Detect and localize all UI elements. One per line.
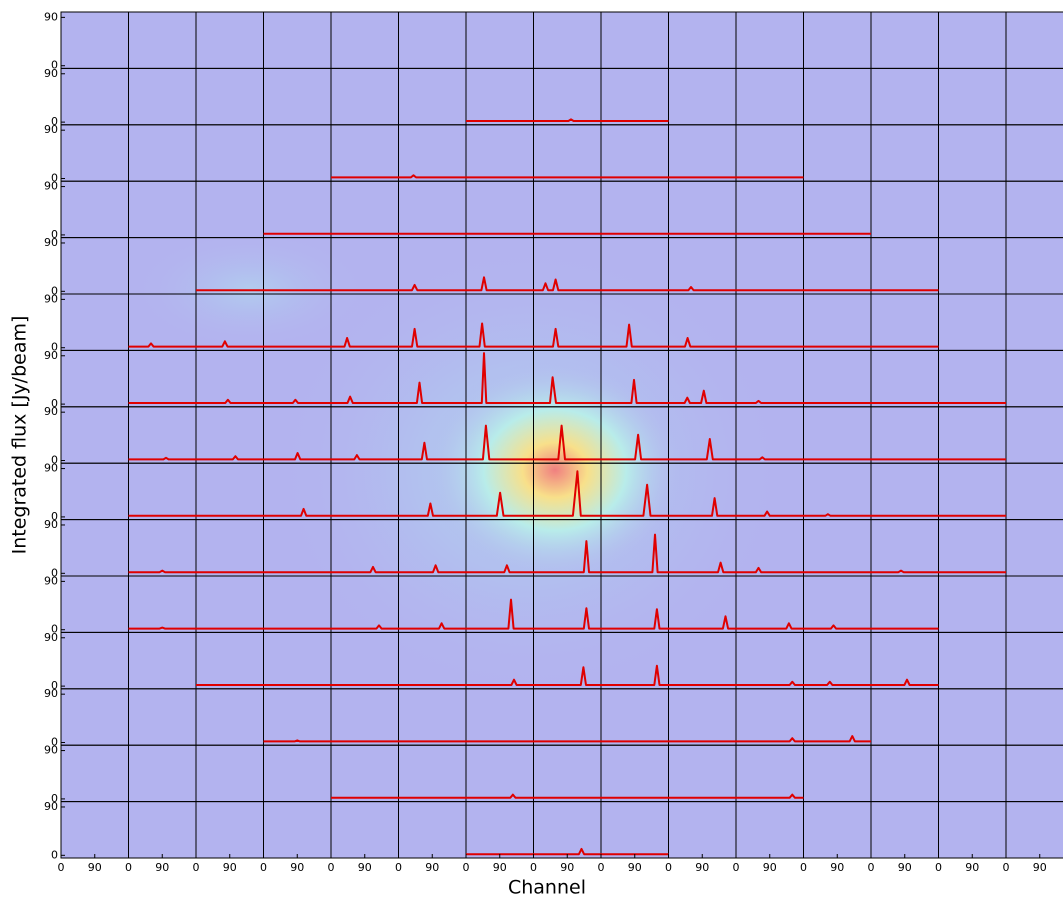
y-tick-label: 90 xyxy=(44,631,58,644)
x-tick-label: 0 xyxy=(58,861,65,874)
y-tick-label: 90 xyxy=(44,123,58,136)
x-tick-label: 90 xyxy=(830,861,844,874)
x-tick-label: 90 xyxy=(628,861,642,874)
x-tick-label: 0 xyxy=(193,861,200,874)
x-tick-label: 0 xyxy=(935,861,942,874)
x-tick-label: 0 xyxy=(800,861,807,874)
y-tick-label: 90 xyxy=(44,574,58,587)
y-tick-label: 0 xyxy=(51,848,58,861)
x-tick-label: 0 xyxy=(868,861,875,874)
x-tick-label: 0 xyxy=(733,861,740,874)
y-tick-label: 90 xyxy=(44,236,58,249)
x-tick-label: 90 xyxy=(358,861,372,874)
spectrum-line xyxy=(264,740,332,741)
x-tick-label: 90 xyxy=(425,861,439,874)
y-tick-label: 90 xyxy=(44,744,58,757)
y-tick-label: 90 xyxy=(44,800,58,813)
y-tick-label: 90 xyxy=(44,180,58,193)
x-tick-label: 0 xyxy=(125,861,132,874)
y-tick-label: 90 xyxy=(44,405,58,418)
x-tick-label: 90 xyxy=(1033,861,1047,874)
y-tick-label: 90 xyxy=(44,518,58,531)
x-tick-label: 90 xyxy=(290,861,304,874)
x-tick-label: 90 xyxy=(965,861,979,874)
x-tick-label: 90 xyxy=(560,861,574,874)
x-tick-label: 0 xyxy=(463,861,470,874)
x-tick-label: 0 xyxy=(598,861,605,874)
x-tick-label: 90 xyxy=(155,861,169,874)
y-tick-label: 90 xyxy=(44,462,58,475)
x-tick-label: 0 xyxy=(328,861,335,874)
x-tick-label: 0 xyxy=(530,861,537,874)
spectrum-line xyxy=(129,628,197,629)
y-tick-label: 90 xyxy=(44,10,58,23)
x-tick-label: 90 xyxy=(88,861,102,874)
x-axis-label: Channel xyxy=(508,877,586,898)
x-tick-label: 90 xyxy=(223,861,237,874)
chart: 0 90 0 90 0 90 0 90 0 90 0 90 0 90 0 90 0 90 0 90 0 90 0 90 0 90 0… xyxy=(0,0,1063,898)
y-axis-label: Integrated flux [Jy/beam] xyxy=(9,316,31,555)
x-tick-label: 0 xyxy=(1003,861,1010,874)
x-tick-label: 0 xyxy=(260,861,267,874)
x-tick-label: 0 xyxy=(665,861,672,874)
x-tick-label: 0 xyxy=(395,861,402,874)
y-tick-label: 90 xyxy=(44,687,58,700)
x-tick-label: 90 xyxy=(695,861,709,874)
x-tick-label: 90 xyxy=(493,861,507,874)
y-tick-label: 90 xyxy=(44,67,58,80)
y-tick-label: 90 xyxy=(44,349,58,362)
x-tick-label: 90 xyxy=(763,861,777,874)
y-tick-label: 90 xyxy=(44,292,58,305)
x-tick-label: 90 xyxy=(898,861,912,874)
